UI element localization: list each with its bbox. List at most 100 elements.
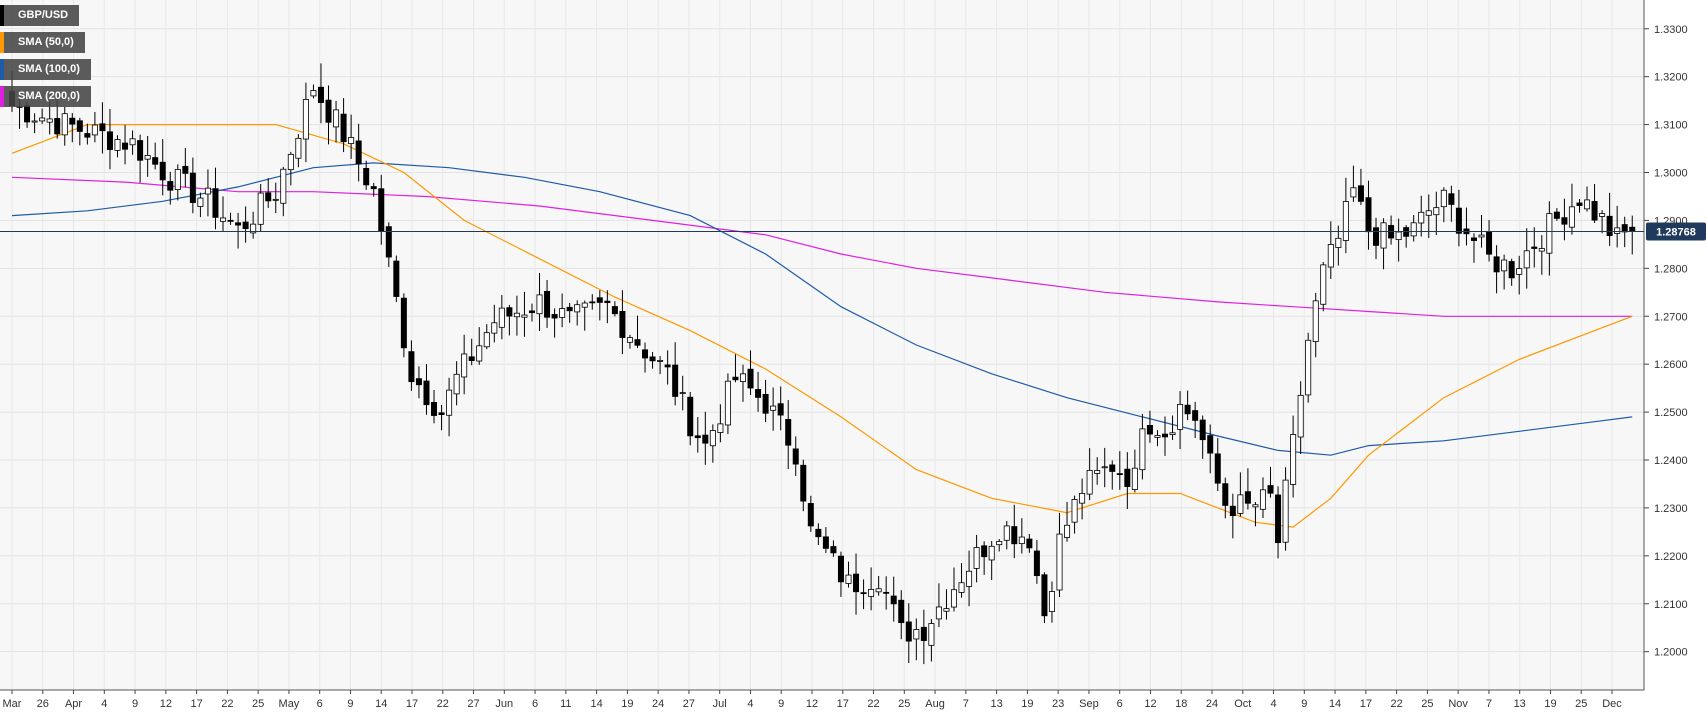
x-tick-label: 17 <box>837 698 849 710</box>
candle-body-bearish <box>1561 217 1568 225</box>
candle-body-bullish <box>513 312 520 318</box>
x-tick-label: May <box>279 698 300 710</box>
candle-body-bullish <box>1131 467 1138 490</box>
candle-body-bearish <box>1207 435 1214 454</box>
candle-body-bullish <box>1433 207 1440 216</box>
candle-body-bullish <box>114 139 121 151</box>
candle-body-bearish <box>84 133 91 138</box>
candle-body-bearish <box>687 396 694 437</box>
candle-body-bearish <box>1275 494 1282 544</box>
candle-body-bullish <box>483 332 490 348</box>
candle-body-bearish <box>1531 246 1538 249</box>
candle-body-bullish <box>845 574 852 584</box>
x-tick-label: 24 <box>652 698 664 710</box>
y-tick-label: 1.2800 <box>1654 263 1688 275</box>
candle-body-bullish <box>521 314 528 318</box>
candle-body-bearish <box>76 120 83 132</box>
y-tick-label: 1.2400 <box>1654 455 1688 467</box>
x-tick-label: 9 <box>778 698 784 710</box>
candle-body-bearish <box>152 157 159 165</box>
candle-body-bullish <box>302 99 309 140</box>
x-tick-label: 12 <box>806 698 818 710</box>
candle-body-bullish <box>220 217 227 222</box>
candle-body-bullish <box>717 423 724 433</box>
x-tick-label: 13 <box>990 698 1002 710</box>
candle-body-bullish <box>453 373 460 395</box>
candle-body-bearish <box>340 113 347 143</box>
candle-body-bullish <box>770 405 777 411</box>
candle-body-bearish <box>385 226 392 258</box>
candle-body-bearish <box>1455 207 1462 234</box>
candle-body-bullish <box>1335 237 1342 248</box>
candle-body-bearish <box>830 546 837 554</box>
candle-body-bearish <box>762 393 769 414</box>
candle-body-bearish <box>1373 227 1380 246</box>
x-tick-label: 6 <box>532 698 538 710</box>
candle-body-bearish <box>1448 193 1455 205</box>
candle-body-bearish <box>325 99 332 123</box>
candle-body-bearish <box>807 503 814 527</box>
candle-body-bullish <box>679 392 686 394</box>
x-tick-label: 11 <box>560 698 571 710</box>
candle-body-bullish <box>1282 479 1289 543</box>
candle-body-bullish <box>129 138 136 146</box>
candle-body-bullish <box>913 629 920 640</box>
candle-body-bearish <box>1508 261 1515 279</box>
y-tick-label: 1.2100 <box>1654 599 1688 611</box>
candle-body-bearish <box>1192 410 1199 421</box>
candle-body-bearish <box>438 412 445 416</box>
candle-body-bullish <box>204 187 211 195</box>
candle-body-bearish <box>400 297 407 349</box>
candle-body-bearish <box>551 314 558 319</box>
x-tick-label: 17 <box>406 698 418 710</box>
candle-body-bearish <box>363 168 370 186</box>
y-tick-label: 1.2500 <box>1654 407 1688 419</box>
candle-body-bullish <box>1320 264 1327 305</box>
x-tick-label: 22 <box>437 698 449 710</box>
candle-body-bearish <box>317 86 324 103</box>
candle-body-bearish <box>159 161 166 181</box>
candle-body-bullish <box>310 90 317 97</box>
candle-body-bullish <box>446 389 453 416</box>
sma-100-line <box>11 162 1633 456</box>
candle-body-bearish <box>106 131 113 150</box>
candle-body-bearish <box>431 401 438 416</box>
candle-body-bullish <box>348 137 355 145</box>
x-tick-label: 25 <box>1575 698 1587 710</box>
candle-body-bullish <box>1425 210 1432 216</box>
candle-body-bearish <box>99 123 106 132</box>
x-tick-label: 9 <box>347 698 353 710</box>
candle-body-bullish <box>1139 428 1146 471</box>
candle-body-bullish <box>491 322 498 334</box>
candle-body-bullish <box>174 169 181 190</box>
candle-body-bearish <box>694 435 701 439</box>
candle-body-bullish <box>574 304 581 313</box>
candle-body-bearish <box>649 356 656 362</box>
candle-body-bullish <box>1071 499 1078 523</box>
candle-body-bearish <box>1146 424 1153 435</box>
candle-body-bullish <box>1086 469 1093 495</box>
x-tick-label: Jun <box>495 698 513 710</box>
candle-body-bearish <box>1493 256 1500 273</box>
candle-body-bearish <box>1229 505 1236 517</box>
candle-body-bearish <box>167 181 174 191</box>
candle-body-bullish <box>46 118 53 123</box>
candle-body-bearish <box>1591 201 1598 221</box>
plot-background <box>0 0 1644 690</box>
candle-body-bearish <box>800 464 807 502</box>
candle-body-bearish <box>393 260 400 297</box>
candle-body-bullish <box>1064 524 1071 538</box>
candle-body-bearish <box>1553 211 1560 219</box>
candle-body-bearish <box>604 300 611 304</box>
candle-body-bearish <box>566 306 573 312</box>
candle-body-bullish <box>1516 268 1523 275</box>
candle-body-bearish <box>54 118 61 135</box>
y-tick-label: 1.2200 <box>1654 551 1688 563</box>
candle-body-bullish <box>1018 536 1025 545</box>
candle-body-bearish <box>755 389 762 398</box>
x-tick-label: 19 <box>621 698 633 710</box>
candle-body-bearish <box>506 307 513 317</box>
